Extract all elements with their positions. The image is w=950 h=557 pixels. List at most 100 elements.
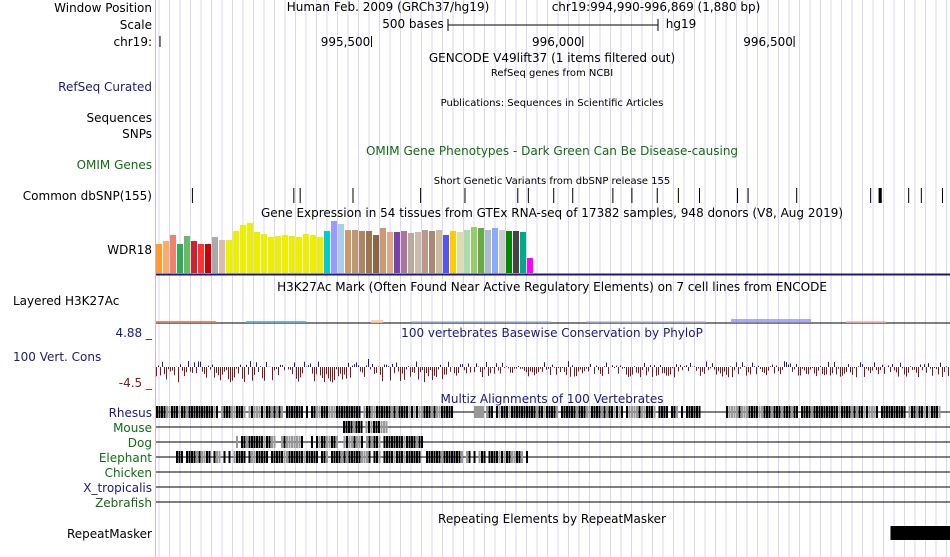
- gtex-tissue-bar: [387, 232, 393, 273]
- snp-feature: [941, 188, 943, 203]
- h3k27ac-track-title[interactable]: H3K27Ac Mark (Often Found Near Active Re…: [277, 280, 827, 294]
- snp-feature: [572, 188, 574, 203]
- ruler-ticks: [371, 36, 795, 47]
- gtex-bar-chart[interactable]: [156, 220, 950, 278]
- snp-feature: [656, 188, 658, 203]
- snp-feature: [299, 188, 301, 203]
- gtex-tissue-bar: [156, 244, 162, 273]
- gtex-tissue-bar: [443, 235, 449, 273]
- gtex-tissue-bar: [492, 228, 498, 273]
- db-label: hg19: [665, 17, 697, 31]
- label-species-chicken[interactable]: Chicken: [104, 466, 152, 480]
- label-species-zebrafish[interactable]: Zebrafish: [95, 496, 152, 510]
- phylop-track-title[interactable]: 100 vertebrates Basewise Conservation by…: [401, 326, 703, 340]
- gtex-tissue-bar: [289, 236, 295, 273]
- label-chrom: chr19:: [113, 35, 152, 49]
- gtex-tissue-bar: [177, 244, 183, 273]
- gtex-tissue-bar: [366, 231, 372, 273]
- snp-feature: [631, 188, 633, 203]
- label-scale: Scale: [119, 18, 152, 32]
- h3k27ac-signal[interactable]: [156, 312, 950, 326]
- gtex-tissue-bar: [352, 230, 358, 273]
- snp-feature: [191, 188, 193, 203]
- snp-feature: [527, 188, 529, 203]
- multiz-alignment-rows[interactable]: [156, 405, 950, 510]
- snp-feature: [737, 188, 739, 203]
- snp-feature: [870, 188, 872, 203]
- omim-track-title[interactable]: OMIM Gene Phenotypes - Dark Green Can Be…: [365, 144, 739, 158]
- label-species-mouse[interactable]: Mouse: [113, 421, 152, 435]
- snp-feature: [517, 188, 519, 203]
- label-omim-genes[interactable]: OMIM Genes: [76, 158, 152, 172]
- snp-feature: [796, 188, 798, 203]
- gtex-tissue-bar: [296, 237, 302, 273]
- label-snps[interactable]: SNPs: [122, 127, 152, 141]
- label-layered-h3k27ac[interactable]: Layered H3K27Ac: [13, 294, 120, 308]
- label-window-position: Window Position: [54, 1, 152, 15]
- scale-bar-label: 500 bases: [382, 17, 444, 31]
- repeatmasker-features[interactable]: [156, 526, 950, 542]
- snp-feature: [464, 188, 466, 203]
- label-species-elephant[interactable]: Elephant: [98, 451, 152, 465]
- label-species-rhesus[interactable]: Rhesus: [108, 406, 152, 420]
- gtex-tissue-bar: [401, 231, 407, 273]
- gtex-tissue-bar: [233, 231, 239, 273]
- gtex-tissue-bar: [464, 230, 470, 273]
- repeat-element: [890, 526, 950, 540]
- repeatmasker-track-title[interactable]: Repeating Elements by RepeatMasker: [438, 512, 666, 526]
- publications-track-title[interactable]: Publications: Sequences in Scientific Ar…: [440, 98, 664, 109]
- label-repeatmasker[interactable]: RepeatMasker: [66, 527, 152, 541]
- ruler-tick-label: 995,500: [320, 35, 371, 49]
- gtex-tissue-bar: [450, 231, 456, 273]
- snp-feature: [698, 188, 700, 203]
- gtex-tissue-bar: [394, 232, 400, 273]
- gtex-tissue-bar: [478, 228, 484, 273]
- gtex-tissue-bar: [303, 234, 309, 273]
- position-readout: chr19:994,990-996,869 (1,880 bp): [551, 0, 761, 14]
- label-cons-min: -4.5 _: [118, 376, 152, 390]
- gtex-tissue-bar: [359, 231, 365, 273]
- snp-feature: [553, 188, 555, 203]
- gtex-tissue-bar: [254, 232, 260, 273]
- ruler: [159, 19, 795, 47]
- track-label-divider: [155, 0, 156, 557]
- label-species-x-tropicalis[interactable]: X_tropicalis: [83, 481, 152, 495]
- gtex-tissue-bar: [268, 237, 274, 273]
- label-wdr18[interactable]: WDR18: [107, 243, 152, 257]
- refseq-track-title[interactable]: RefSeq genes from NCBI: [490, 68, 614, 79]
- gtex-tissue-bar: [345, 230, 351, 273]
- dbsnp-track-title[interactable]: Short Genetic Variants from dbSNP releas…: [433, 176, 671, 187]
- label-common-dbsnp[interactable]: Common dbSNP(155): [22, 189, 152, 203]
- gtex-tissue-bar: [282, 235, 288, 273]
- phylop-wiggle[interactable]: [156, 350, 950, 390]
- track-area[interactable]: Human Feb. 2009 (GRCh37/hg19) chr19:994,…: [156, 0, 950, 557]
- gtex-tissue-bar: [317, 237, 323, 273]
- multiz-track-title[interactable]: Multiz Alignments of 100 Vertebrates: [440, 392, 664, 406]
- ruler-tick-label: 996,500: [743, 35, 793, 49]
- label-sequences[interactable]: Sequences: [86, 111, 152, 125]
- dbsnp-features[interactable]: [156, 186, 950, 206]
- gtex-tissue-bar: [163, 241, 169, 273]
- gencode-track-title[interactable]: GENCODE V49lift37 (1 items filtered out): [428, 51, 676, 65]
- gtex-tissue-bar: [408, 233, 414, 273]
- gtex-tissue-bar: [506, 231, 512, 273]
- ruler-tick-label: 996,000: [531, 35, 582, 49]
- assembly-title: Human Feb. 2009 (GRCh37/hg19): [286, 0, 490, 14]
- gtex-track-title[interactable]: Gene Expression in 54 tissues from GTEx …: [260, 206, 844, 220]
- label-species-dog[interactable]: Dog: [127, 436, 152, 450]
- gtex-tissue-bar: [436, 230, 442, 273]
- gtex-tissue-bar: [184, 236, 190, 273]
- gtex-tissue-bar: [331, 221, 337, 273]
- label-100-vert-cons[interactable]: 100 Vert. Cons: [13, 350, 102, 364]
- gtex-tissue-bar: [429, 231, 435, 273]
- snp-feature: [920, 188, 922, 203]
- gtex-tissue-bar: [527, 258, 533, 273]
- grid-guides: [158, 0, 947, 557]
- gtex-tissue-bar: [219, 240, 225, 273]
- gtex-tissue-bar: [261, 234, 267, 273]
- gtex-tissue-bar: [485, 230, 491, 273]
- label-refseq-curated[interactable]: RefSeq Curated: [58, 80, 152, 94]
- gtex-tissue-bar: [310, 235, 316, 273]
- snp-feature: [352, 188, 354, 203]
- gtex-tissue-bar: [226, 240, 232, 273]
